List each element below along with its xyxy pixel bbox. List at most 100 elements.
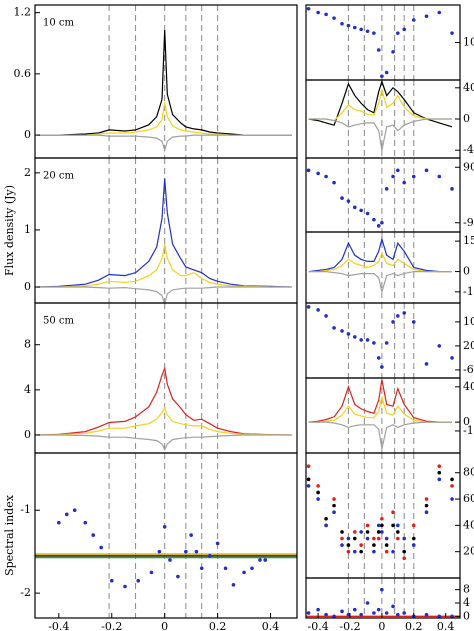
point [450,484,454,488]
point [352,25,357,30]
point [437,464,442,468]
point [411,320,416,324]
point [372,341,376,345]
point [365,338,370,342]
point [411,18,416,22]
panel-frame [34,157,298,304]
point [316,484,320,488]
curve [37,178,292,288]
point [157,549,162,554]
y-tick-label: 2 [24,166,31,179]
point [402,180,407,185]
y-tick-label: 90 [463,160,474,173]
y-tick-label: 4 [463,596,470,609]
y-tick-label: -1 [463,285,474,298]
y-tick-label: -2 [20,586,31,599]
point [411,536,416,541]
x-tick-label: -0.2 [339,620,360,631]
y-tick-label: 0 [463,112,470,125]
point [372,543,376,547]
point [340,21,344,26]
point [324,612,328,617]
point [384,611,389,615]
point [332,16,336,20]
point [189,533,193,537]
point [402,536,407,541]
point [316,171,320,176]
point [324,523,328,528]
point [346,332,351,336]
point [372,611,376,615]
point [372,31,376,35]
x-tick-label: 0.4 [437,620,455,631]
point [365,29,370,34]
point [207,554,212,558]
x-tick-label: -0.4 [308,620,329,631]
point [402,556,407,561]
point [384,543,389,547]
point [332,510,336,515]
y-tick-label: 0 [24,128,31,141]
point [411,174,416,179]
point [402,27,407,32]
point [352,530,357,534]
panel-frame [34,452,298,619]
y-tick-label: 40 [463,518,474,531]
point [194,549,199,554]
point [242,570,246,575]
point [306,464,311,468]
point [384,536,389,541]
point [391,50,395,54]
point [306,168,311,173]
point [340,329,344,333]
curve [308,379,452,423]
point [346,199,351,203]
curve [308,89,452,122]
point [199,566,204,571]
point [332,326,336,330]
y-axis-label: Flux density (Jy) [3,185,16,276]
point [365,523,370,528]
point [352,549,357,554]
curve [37,102,292,136]
point [437,614,442,619]
point [391,604,395,609]
point [380,220,384,225]
point [376,224,381,228]
point [365,601,370,605]
point [396,612,400,617]
point [402,311,407,315]
point [250,566,254,571]
point [365,211,370,216]
point [437,10,442,15]
point [99,545,103,550]
point [411,523,416,528]
curve [308,251,452,273]
x-tick-label: 0 [161,620,168,631]
point [372,217,376,222]
y-tick-label: 0 [24,428,31,441]
point [372,536,376,541]
y-tick-label: 1 [24,223,31,236]
point [376,607,381,612]
point [376,48,381,52]
point [396,314,400,318]
point [340,530,344,534]
point [384,549,389,554]
point [359,549,363,554]
point [437,470,442,475]
y-tick-label: -9 [463,216,474,229]
point [352,335,357,339]
point [352,607,357,612]
point [176,574,180,579]
point [324,516,328,521]
point [396,536,400,541]
y-tick-label: 0 [463,609,470,622]
point [424,168,429,173]
point [340,543,344,547]
panel-frame [305,452,461,579]
curve [308,395,452,423]
point [391,523,395,528]
y-tick-label: 0.6 [14,67,32,80]
point [332,503,336,508]
